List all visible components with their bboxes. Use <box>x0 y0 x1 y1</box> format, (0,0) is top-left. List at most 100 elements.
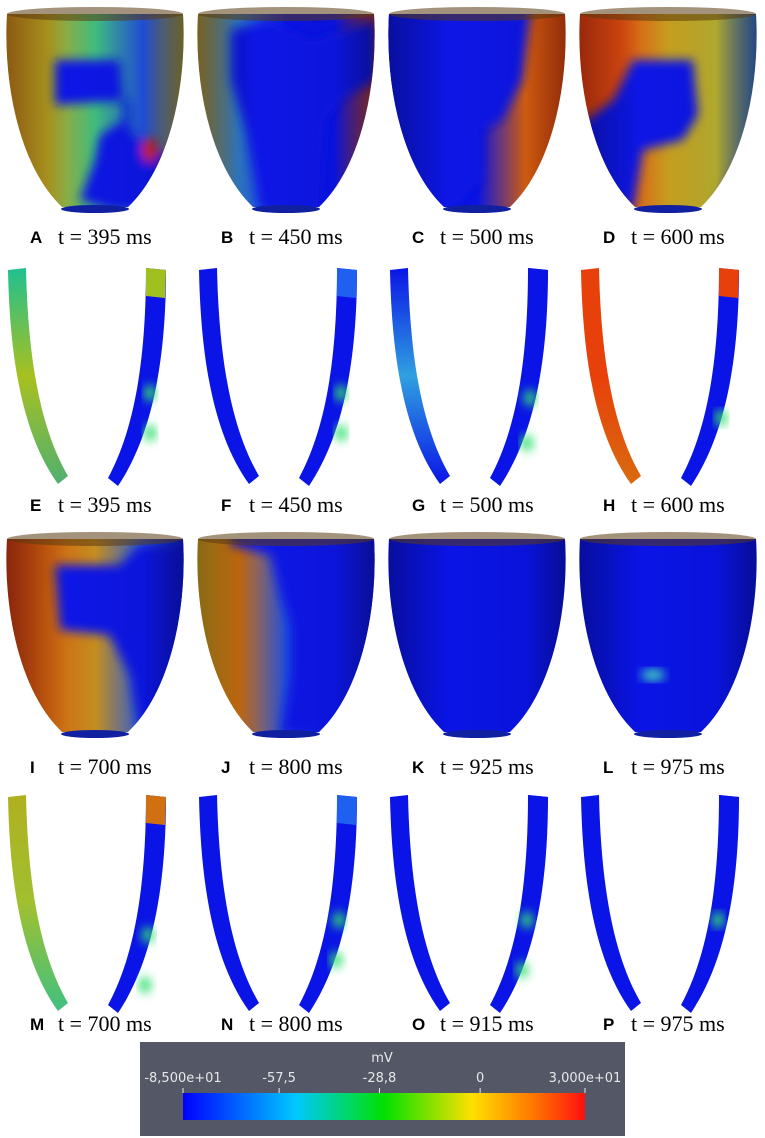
panel-time: t = 700 ms <box>58 1011 152 1036</box>
rim <box>198 532 374 546</box>
patches <box>139 927 154 993</box>
heart-surface <box>6 14 184 207</box>
panel-letter: C <box>412 228 424 247</box>
patch <box>335 385 347 401</box>
patch <box>139 977 151 993</box>
panel <box>390 795 548 1013</box>
panel-letter: L <box>603 758 613 777</box>
patch <box>144 385 156 401</box>
patch <box>144 425 156 441</box>
panel-letter: P <box>603 1015 614 1034</box>
panel <box>388 7 566 213</box>
panel-time: t = 600 ms <box>631 492 725 517</box>
right-cap <box>146 268 166 298</box>
right-wall <box>108 795 166 1013</box>
left-wall <box>390 268 450 484</box>
heart-surface <box>197 539 375 732</box>
apex <box>443 205 511 213</box>
right-cap <box>146 795 166 825</box>
patch <box>521 912 533 928</box>
panel <box>581 268 739 486</box>
heart-surface <box>579 14 757 207</box>
apex <box>634 730 702 738</box>
rim <box>580 532 756 546</box>
patch <box>715 410 727 426</box>
panel <box>8 795 166 1013</box>
patches <box>521 390 536 451</box>
panel-time: t = 975 ms <box>631 1011 725 1036</box>
patches <box>712 912 724 928</box>
colorbar-tick-label: -28,8 <box>363 1071 397 1086</box>
panel <box>197 7 375 213</box>
left-wall <box>581 795 641 1011</box>
panel-time: t = 700 ms <box>58 754 152 779</box>
panel-time: t = 600 ms <box>631 224 725 249</box>
panel <box>579 532 757 738</box>
patch <box>333 912 345 928</box>
panel-letter: M <box>30 1015 44 1034</box>
patches <box>330 912 345 968</box>
patch <box>516 962 528 978</box>
patches <box>144 385 156 441</box>
apex <box>61 730 129 738</box>
panel-time: t = 450 ms <box>249 224 343 249</box>
right-cap <box>528 268 548 298</box>
panel-time: t = 450 ms <box>249 492 343 517</box>
right-cap <box>719 795 739 825</box>
shading <box>388 539 566 732</box>
colorbar-title: mV <box>371 1051 393 1066</box>
panel <box>6 532 184 738</box>
panel-time: t = 925 ms <box>440 754 534 779</box>
panel-letter: O <box>412 1015 425 1034</box>
patches <box>516 912 533 978</box>
panel <box>581 795 739 1013</box>
left-wall <box>581 268 641 484</box>
panel-letter: J <box>221 758 230 777</box>
colorbar-background <box>140 1042 625 1136</box>
panel <box>390 268 548 486</box>
heart-surface <box>388 539 566 732</box>
right-cap <box>337 268 357 298</box>
right-wall <box>681 795 739 1013</box>
patch <box>521 435 533 451</box>
rim <box>198 7 374 21</box>
panel <box>8 268 166 486</box>
shading <box>579 14 757 207</box>
rim <box>7 7 183 21</box>
colorbar-tick-label: -8,500e+01 <box>144 1071 221 1086</box>
right-wall <box>299 795 357 1013</box>
panel <box>199 268 357 486</box>
colorbar-tick-label: 0 <box>476 1071 484 1086</box>
heart-surface <box>197 14 375 207</box>
panel-time: t = 395 ms <box>58 224 152 249</box>
colorbar-tick-label: 3,000e+01 <box>549 1071 622 1086</box>
heart-surface <box>6 539 184 732</box>
panel-letter: D <box>603 228 615 247</box>
panel-letter: E <box>30 496 41 515</box>
apex <box>252 730 320 738</box>
panel-letter: F <box>221 496 231 515</box>
shading <box>197 14 375 207</box>
shading <box>6 14 184 207</box>
apex <box>252 205 320 213</box>
panel <box>197 532 375 738</box>
patch <box>712 912 724 928</box>
right-wall <box>681 268 739 486</box>
colorbar-tick-label: -57,5 <box>262 1071 296 1086</box>
left-wall <box>8 795 68 1011</box>
panel-time: t = 800 ms <box>249 754 343 779</box>
patch <box>142 927 154 943</box>
shading <box>579 539 757 732</box>
left-wall <box>8 268 68 484</box>
colorbar: mV -8,500e+01 -57,5 -28,8 0 3,000e+01 <box>140 1042 625 1136</box>
panel-time: t = 500 ms <box>440 492 534 517</box>
patch <box>330 952 342 968</box>
patches <box>335 385 347 441</box>
left-wall <box>199 268 259 484</box>
right-cap <box>719 268 739 298</box>
patch <box>335 425 347 441</box>
panel <box>388 532 566 738</box>
apex <box>61 205 129 213</box>
heart-surface <box>579 539 757 732</box>
